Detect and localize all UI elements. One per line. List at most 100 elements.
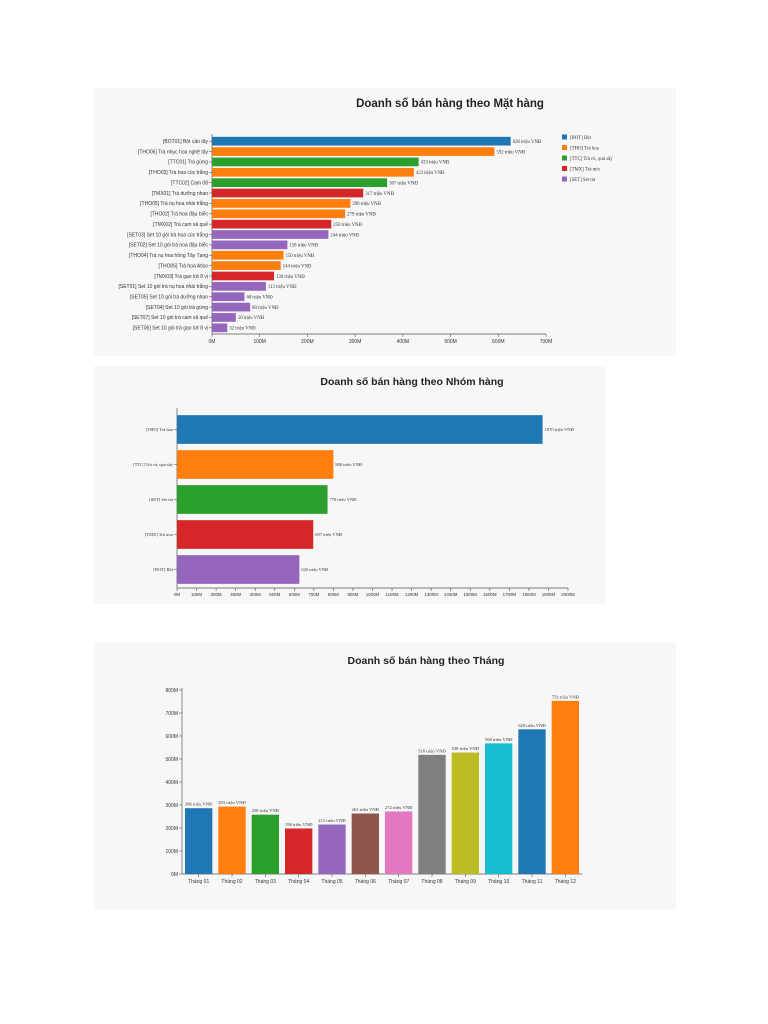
- data-label: 1870 triệu VNĐ: [545, 427, 575, 432]
- category-label: [THO05] Trà nụ hoa nhài trắng: [140, 200, 208, 207]
- y-tick-label: 600M: [165, 734, 178, 740]
- data-label: 258 triệu VNĐ: [252, 808, 280, 813]
- bar: [212, 209, 346, 219]
- data-label: 158 triệu VNĐ: [289, 244, 318, 249]
- data-label: 198 triệu VNĐ: [285, 822, 313, 827]
- category-label: Tháng 04: [288, 879, 309, 885]
- category-label: Tháng 07: [388, 879, 409, 885]
- category-label: Tháng 03: [255, 879, 276, 885]
- legend-swatch: [562, 176, 567, 182]
- legend-swatch: [562, 166, 567, 171]
- x-tick-label: 200M: [301, 339, 314, 345]
- chart-title: Doanh số bán hàng theo Nhóm hàng: [320, 376, 503, 388]
- bar: [177, 415, 543, 444]
- x-tick-label: 1600M: [483, 592, 497, 597]
- category-label: Tháng 02: [221, 879, 242, 885]
- panel-mat-hang: [94, 88, 676, 356]
- bar: [212, 240, 288, 250]
- data-label: 144 triệu VNĐ: [283, 264, 312, 269]
- category-label: [SET03] Set 10 gói trà hoa cúc trắng: [127, 231, 208, 238]
- chart-thang: Doanh số bán hàng theo Tháng 0M 100M 200M 30…: [165, 655, 582, 885]
- bar: [212, 136, 511, 146]
- data-label: 68 triệu VNĐ: [246, 296, 273, 301]
- category-label: [SET01] Set 10 gói trà nụ hoa nhài trắng: [118, 283, 208, 290]
- category-label: [TMX03] Trà gạo lứt 8 vị: [154, 274, 208, 280]
- legend-swatch: [562, 155, 567, 161]
- data-label: 290 triệu VNĐ: [352, 202, 381, 207]
- data-label: 528 triệu VNĐ: [452, 746, 480, 751]
- bar: [418, 754, 446, 874]
- data-label: 433 triệu VNĐ: [421, 161, 450, 166]
- chart-nhom-hang: Doanh số bán hàng theo Nhóm hàng 0M 100M 20…: [133, 376, 575, 597]
- legend-entry: [SET] Set trà: [570, 178, 596, 183]
- data-label: 286 triệu VNĐ: [185, 802, 213, 807]
- bar: [212, 281, 266, 291]
- bar: [551, 700, 579, 874]
- x-tick-label: 300M: [349, 339, 362, 345]
- bar: [212, 178, 388, 188]
- bar: [177, 485, 328, 514]
- x-tick-label: 700M: [540, 339, 553, 345]
- y-tick-label: 400M: [165, 780, 178, 786]
- bar: [351, 813, 379, 874]
- x-tick-label: 1200M: [405, 592, 419, 597]
- category-label: [THO05] Trà hoa Atiso: [159, 263, 209, 269]
- x-tick-label: 600M: [289, 592, 300, 597]
- x-tick-label: 800M: [328, 592, 339, 597]
- bar: [212, 250, 284, 260]
- chart-mat-hang: Doanh số bán hàng theo Mặt hàng 0M 100M 200…: [118, 98, 613, 345]
- category-label: [BOT] Bột: [153, 567, 173, 572]
- x-tick-label: 1500M: [464, 592, 478, 597]
- data-label: 80 triệu VNĐ: [252, 306, 279, 311]
- category-label: [TMX02] Trà cam sả quế: [153, 222, 208, 228]
- bar: [385, 811, 413, 874]
- x-tick-label: 1800M: [522, 592, 536, 597]
- data-label: 423 triệu VNĐ: [416, 171, 445, 176]
- category-label: [SET02] Set 10 gói trà hoa đậu biếc: [129, 243, 209, 249]
- x-tick-label: 900M: [347, 592, 358, 597]
- data-label: 279 triệu VNĐ: [347, 213, 376, 218]
- bar: [318, 824, 346, 874]
- x-tick-label: 2000M: [561, 592, 575, 597]
- bar: [177, 450, 334, 479]
- data-label: 568 triệu VNĐ: [485, 737, 513, 742]
- bar: [285, 828, 313, 874]
- category-label: [THO03] Trà hoa cúc trắng: [149, 169, 208, 176]
- data-label: 697 triệu VNĐ: [315, 532, 343, 537]
- data-label: 626 triệu VNĐ: [301, 567, 329, 572]
- data-label: 800 triệu VNĐ: [335, 462, 363, 467]
- data-label: 50 triệu VNĐ: [238, 316, 265, 321]
- y-tick-label: 100M: [165, 849, 178, 855]
- category-label: Tháng 09: [455, 879, 476, 885]
- bar: [212, 199, 351, 208]
- bar: [212, 230, 329, 239]
- x-tick-label: 500M: [269, 592, 280, 597]
- y-tick-label: 700M: [165, 711, 178, 717]
- x-tick-label: 100M: [253, 339, 266, 345]
- data-label: 518 triệu VNĐ: [418, 748, 446, 753]
- category-label: [THO] Trà hoa: [146, 427, 173, 432]
- x-tick-label: 1400M: [444, 592, 458, 597]
- data-label: 770 triệu VNĐ: [330, 497, 358, 502]
- category-label: [TMX] Trà mix: [145, 532, 174, 537]
- category-label: [TTC02] Cam 08: [171, 180, 208, 186]
- legend-entry: [TTC] Trà củ, quả sấy: [570, 157, 613, 162]
- x-tick-label: 700M: [308, 592, 319, 597]
- category-label: Tháng 12: [555, 879, 576, 885]
- category-label: [TTC01] Trà gừng: [168, 160, 208, 166]
- y-tick-label: 300M: [165, 803, 178, 809]
- x-tick-label: 1000M: [366, 592, 380, 597]
- category-label: [TMX01] Trà dưỡng nhan: [152, 191, 209, 197]
- x-tick-label: 500M: [444, 339, 457, 345]
- bar: [485, 743, 513, 874]
- x-tick-label: 600M: [492, 339, 505, 345]
- bar: [212, 292, 245, 302]
- category-label: Tháng 10: [488, 879, 509, 885]
- x-tick-label: 1700M: [503, 592, 517, 597]
- category-label: [THO04] Trà nụ hoa hồng Tây Tạng: [129, 253, 208, 259]
- category-label: Tháng 01: [188, 879, 209, 885]
- bar: [451, 752, 479, 874]
- bar: [177, 520, 314, 549]
- data-label: 626 triệu VNĐ: [513, 140, 542, 145]
